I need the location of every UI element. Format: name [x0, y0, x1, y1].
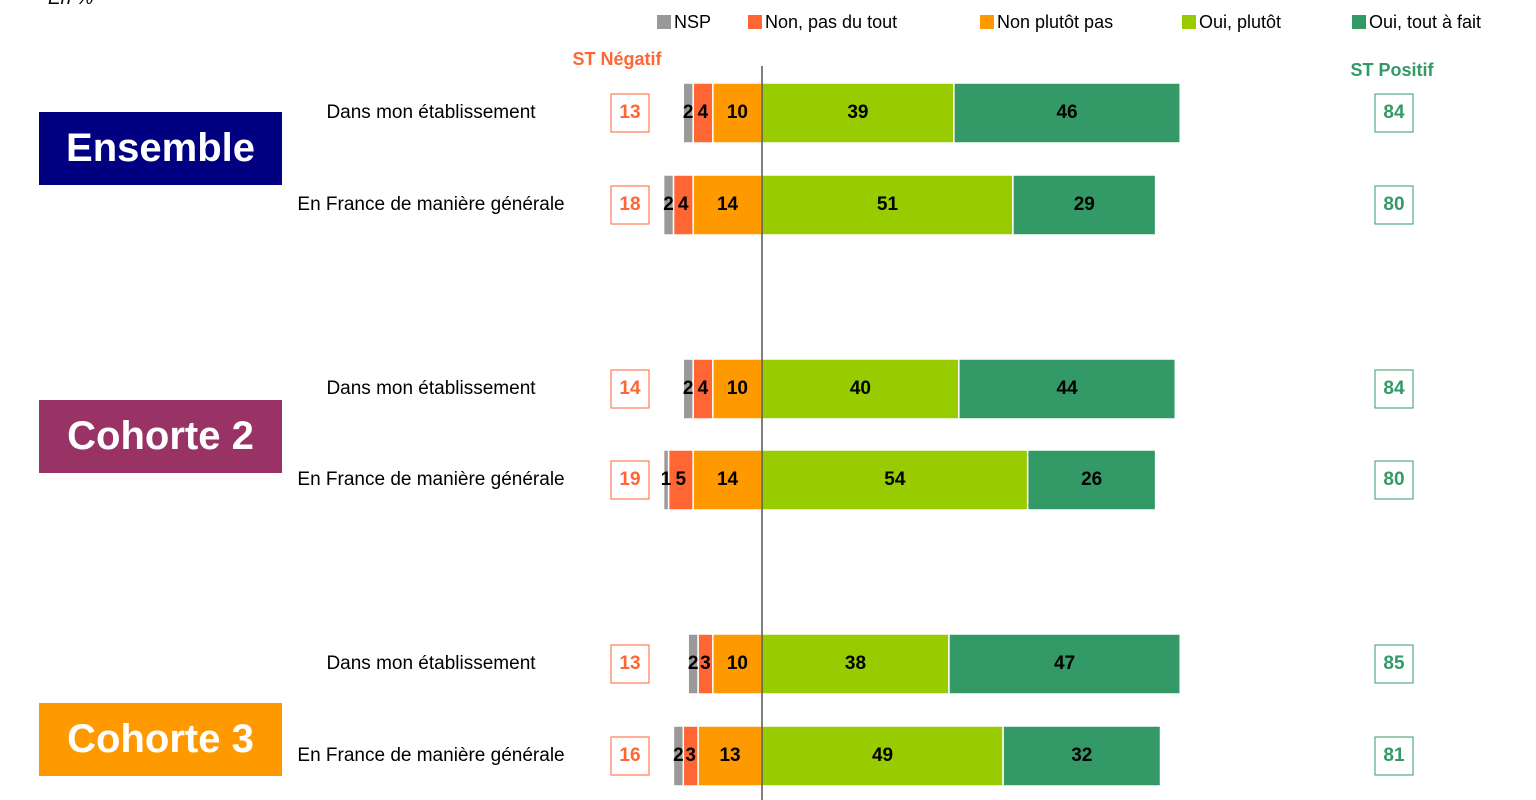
bar-segment	[712, 633, 763, 695]
st-negatif-box	[610, 736, 650, 776]
bar-segment	[662, 449, 670, 511]
bar-segment	[1002, 725, 1162, 787]
bar-segment	[697, 725, 763, 787]
legend-swatch	[1182, 15, 1196, 29]
st-negatif-value: 13	[619, 653, 640, 674]
bar-value-label: 2	[663, 194, 674, 215]
bar-value-label: 39	[847, 102, 868, 123]
st-positif-value: 80	[1383, 469, 1404, 490]
legend-label: Oui, tout à fait	[1369, 12, 1481, 32]
bar-value-label: 10	[727, 378, 748, 399]
bar-segment	[1026, 449, 1157, 511]
bar-value-label: 38	[845, 653, 866, 674]
bar-value-label: 2	[688, 653, 699, 674]
st-positif-box	[1374, 185, 1414, 225]
st-positif-box	[1374, 369, 1414, 409]
bar-segment	[692, 449, 763, 511]
st-positif-value: 84	[1383, 378, 1405, 399]
legend-label: Non plutôt pas	[997, 12, 1113, 32]
st-positif-box	[1374, 644, 1414, 684]
group-label: Cohorte 3	[39, 703, 282, 776]
legend-label: Oui, plutôt	[1199, 12, 1281, 32]
bar-segment	[761, 358, 960, 420]
legend-label: Non, pas du tout	[765, 12, 897, 32]
legend-swatch	[1352, 15, 1366, 29]
bar-segment	[672, 725, 685, 787]
bar-segment	[712, 82, 763, 144]
st-positif-box	[1374, 460, 1414, 500]
bar-value-label: 4	[678, 194, 689, 215]
st-negatif-value: 14	[619, 378, 641, 399]
bar-segment	[667, 449, 694, 511]
bar-segment	[1012, 174, 1157, 236]
bar-value-label: 40	[850, 378, 871, 399]
note: En %	[48, 0, 93, 10]
bar-segment	[953, 82, 1181, 144]
bar-value-label: 2	[683, 378, 694, 399]
row-label: En France de manière générale	[297, 745, 565, 766]
st-negatif-box	[610, 369, 650, 409]
bar-value-label: 2	[683, 102, 694, 123]
bar-value-label: 49	[872, 745, 893, 766]
bar-segment	[958, 358, 1177, 420]
group-label: Cohorte 2	[39, 400, 282, 473]
bar-value-label: 54	[884, 469, 906, 490]
st-negatif-value: 19	[619, 469, 640, 490]
row-label: Dans mon établissement	[326, 102, 536, 123]
bar-value-label: 29	[1074, 194, 1095, 215]
st-positif-value: 85	[1383, 653, 1405, 674]
bar-value-label: 13	[719, 745, 740, 766]
st-negatif-box	[610, 185, 650, 225]
row-label: En France de manière générale	[297, 469, 565, 490]
bar-value-label: 5	[676, 469, 687, 490]
legend-swatch	[748, 15, 762, 29]
bar-value-label: 10	[727, 102, 748, 123]
bar-segment	[687, 633, 699, 695]
bar-value-label: 1	[661, 469, 672, 490]
st-negatif-box	[610, 460, 650, 500]
st-positif-value: 84	[1383, 102, 1405, 123]
bar-segment	[948, 633, 1181, 695]
legend-label: NSP	[674, 12, 711, 32]
bar-value-label: 14	[717, 194, 739, 215]
group-label: Ensemble	[39, 112, 282, 185]
bar-value-label: 47	[1054, 653, 1075, 674]
legend-swatch	[657, 15, 671, 29]
bar-value-label: 3	[700, 653, 711, 674]
st-positif-value: 81	[1383, 745, 1405, 766]
row-label: Dans mon établissement	[326, 378, 536, 399]
bar-value-label: 51	[877, 194, 899, 215]
bar-value-label: 2	[673, 745, 684, 766]
bar-value-label: 32	[1071, 745, 1092, 766]
st-positif-box	[1374, 736, 1414, 776]
bar-value-label: 44	[1056, 378, 1078, 399]
bar-value-label: 4	[698, 102, 709, 123]
st-negatif-value: 13	[619, 102, 640, 123]
st-negatif-value: 18	[619, 194, 640, 215]
bar-segment	[712, 358, 763, 420]
bar-value-label: 26	[1081, 469, 1102, 490]
st-negatif-value: 16	[619, 745, 640, 766]
bar-value-label: 4	[698, 378, 709, 399]
bar-value-label: 3	[685, 745, 696, 766]
bar-segment	[682, 82, 694, 144]
st-positif-box	[1374, 93, 1414, 133]
st-positif-header: ST Positif	[1350, 60, 1434, 80]
bar-segment	[662, 174, 675, 236]
row-label: Dans mon établissement	[326, 653, 536, 674]
bar-value-label: 14	[717, 469, 739, 490]
st-positif-value: 80	[1383, 194, 1404, 215]
bar-segment	[682, 358, 694, 420]
row-label: En France de manière générale	[297, 194, 565, 215]
bar-segment	[692, 174, 763, 236]
legend-swatch	[980, 15, 994, 29]
st-negatif-box	[610, 644, 650, 684]
st-negatif-header: ST Négatif	[572, 49, 662, 69]
bar-value-label: 46	[1056, 102, 1077, 123]
bar-value-label: 10	[727, 653, 748, 674]
st-negatif-box	[610, 93, 650, 133]
